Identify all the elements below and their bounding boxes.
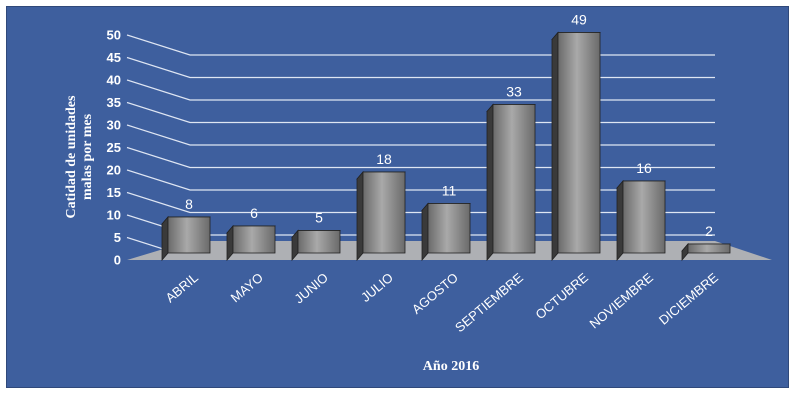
x-tick-label: AGOSTO [409,270,461,317]
bar [681,242,731,262]
bar [226,224,276,262]
data-label: 5 [315,210,323,226]
y-tick-label: 0 [114,253,121,268]
data-label: 6 [250,205,258,221]
bar-side [421,202,429,262]
gridline [126,169,715,191]
gridline [126,146,715,169]
bar [161,215,211,262]
bar-front [362,171,406,254]
gridlines [126,34,715,259]
bar-side [486,103,494,262]
y-axis-ticks: 0 5 10 15 20 25 30 35 40 45 50 [107,28,121,268]
bar-front [687,243,731,254]
y-tick-label: 50 [107,28,121,43]
y-tick-label: 30 [107,118,121,133]
x-tick-label: JULIO [358,270,396,305]
y-axis-title-line-1: Catidad de unidades [64,95,79,218]
bar-front [297,230,341,254]
bar [421,202,471,262]
bar-front [232,225,276,254]
gridline [126,124,715,146]
bar [486,103,536,262]
bar-side [616,179,624,262]
bar [551,31,601,262]
y-tick-label: 20 [107,163,121,178]
gridline [126,101,715,124]
x-tick-label: OCTUBRE [533,270,592,323]
y-tick-label: 25 [107,140,121,155]
y-tick-label: 45 [107,50,121,65]
y-tick-label: 35 [107,95,121,110]
y-tick-label: 5 [114,230,121,245]
y-tick-label: 40 [107,73,121,88]
data-label: 16 [636,160,652,176]
chart-frame: 0 5 10 15 20 25 30 35 40 45 50 8 6 5 18 11 33 49 16 2 ABRI… [6,6,789,388]
bar-side [551,31,559,262]
bar-side [161,215,169,262]
bar-front [492,104,536,254]
x-tick-label: NOVIEMBRE [587,270,657,332]
bar-front [427,203,471,254]
data-label: 2 [705,223,713,239]
data-label: 8 [185,196,193,212]
x-tick-label: MAYO [228,270,266,305]
bar-front [557,32,601,254]
data-label: 33 [506,84,522,100]
bars [161,31,731,262]
data-labels: 8 6 5 18 11 33 49 16 2 [185,12,713,240]
gridline [126,56,715,79]
y-axis-title-line-2: malas por mes [80,113,95,200]
bar-front [167,216,211,254]
bar [356,170,406,262]
chart-canvas: 0 5 10 15 20 25 30 35 40 45 50 8 6 5 18 11 33 49 16 2 ABRI… [64,12,772,374]
y-tick-label: 15 [107,185,121,200]
data-label: 49 [571,12,587,28]
gridline [126,79,715,101]
bar [616,179,666,262]
bar [291,229,341,262]
data-label: 18 [376,151,392,167]
x-axis-title: Año 2016 [423,359,479,374]
gridline [126,34,715,56]
gridline [126,191,715,214]
bar-front [622,180,666,254]
x-tick-label: SEPTIEMBRE [452,270,526,336]
data-label: 11 [442,183,457,199]
x-tick-label: DICIEMBRE [656,270,721,328]
x-tick-label: ABRIL [163,270,201,306]
y-tick-label: 10 [107,208,121,223]
x-tick-label: JUNIO [291,270,331,307]
bar-side [356,170,364,262]
